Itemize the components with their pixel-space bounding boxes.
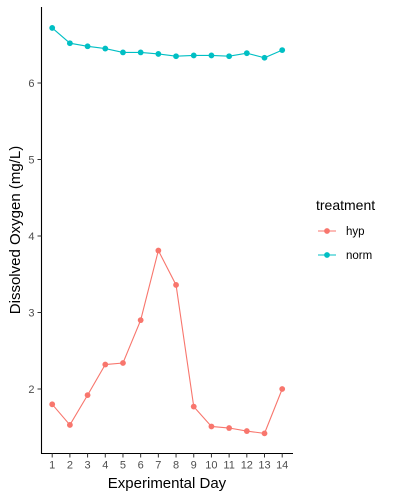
x-tick-label: 3: [85, 460, 91, 472]
series-line-norm: [51, 27, 283, 59]
x-tick-label: 13: [258, 460, 270, 472]
data-point-hyp: [102, 361, 109, 368]
data-point-hyp: [279, 386, 286, 392]
data-point-hyp: [243, 428, 250, 434]
series-layer: [49, 25, 286, 437]
data-point-hyp: [49, 401, 56, 408]
x-tick-label: 9: [191, 460, 197, 472]
y-axis-title: Dissolved Oxygen (mg/L): [7, 146, 24, 314]
data-point-hyp: [66, 422, 73, 428]
x-tick-label: 7: [155, 460, 161, 472]
axes: [40, 7, 293, 455]
legend-items: hyp norm: [318, 226, 372, 262]
legend-label: hyp: [346, 226, 365, 238]
legend-key-point: [324, 252, 330, 258]
data-point-norm: [243, 50, 250, 57]
x-tick-label: 12: [241, 460, 253, 472]
data-point-hyp: [261, 430, 268, 437]
x-tick-label: 4: [102, 460, 108, 472]
x-tick-label: 8: [173, 460, 179, 472]
data-point-hyp: [155, 247, 162, 254]
data-point-norm: [208, 52, 215, 59]
x-tick-label: 14: [276, 460, 288, 472]
series-line-hyp: [51, 248, 283, 434]
data-point-hyp: [84, 392, 91, 399]
data-point-norm: [190, 52, 197, 59]
series-norm: [49, 25, 286, 61]
x-tick-label: 11: [223, 460, 234, 472]
y-tick-label: 6: [28, 78, 34, 90]
data-point-hyp: [226, 425, 233, 431]
y-tick-label: 2: [28, 384, 34, 396]
data-point-norm: [102, 45, 109, 52]
series-hyp: [49, 247, 286, 437]
x-ticks: 1 2 3 4 5 6 7 8 9 10 11 12 13 14: [49, 453, 288, 472]
data-point-norm: [84, 43, 91, 50]
data-point-hyp: [190, 403, 197, 410]
y-tick-label: 5: [28, 155, 34, 167]
x-tick-label: 6: [138, 460, 144, 472]
legend-key-point: [324, 228, 330, 234]
data-point-hyp: [173, 282, 179, 288]
legend-label: norm: [346, 250, 372, 262]
data-point-norm: [279, 47, 286, 54]
data-point-norm: [173, 53, 179, 60]
x-tick-label: 5: [120, 460, 126, 472]
x-axis-title: Experimental Day: [108, 475, 227, 492]
data-point-hyp: [120, 360, 126, 366]
data-point-hyp: [208, 423, 215, 430]
legend-item-norm: norm: [318, 250, 372, 262]
data-point-norm: [226, 53, 233, 60]
legend: treatment hyp norm: [316, 197, 375, 262]
y-ticks: 2 3 4 5 6: [28, 78, 42, 396]
data-point-norm: [120, 49, 126, 56]
data-point-norm: [261, 54, 268, 61]
y-tick-label: 3: [28, 308, 34, 320]
legend-item-hyp: hyp: [318, 226, 365, 238]
x-tick-label: 1: [49, 460, 55, 472]
legend-title: treatment: [316, 197, 375, 213]
data-point-norm: [66, 40, 73, 47]
data-point-hyp: [137, 317, 144, 324]
data-point-norm: [155, 51, 162, 57]
data-point-norm: [137, 49, 144, 56]
y-tick-label: 4: [28, 231, 34, 243]
x-tick-label: 10: [205, 460, 217, 472]
x-tick-label: 2: [67, 460, 73, 472]
data-point-norm: [49, 25, 56, 31]
